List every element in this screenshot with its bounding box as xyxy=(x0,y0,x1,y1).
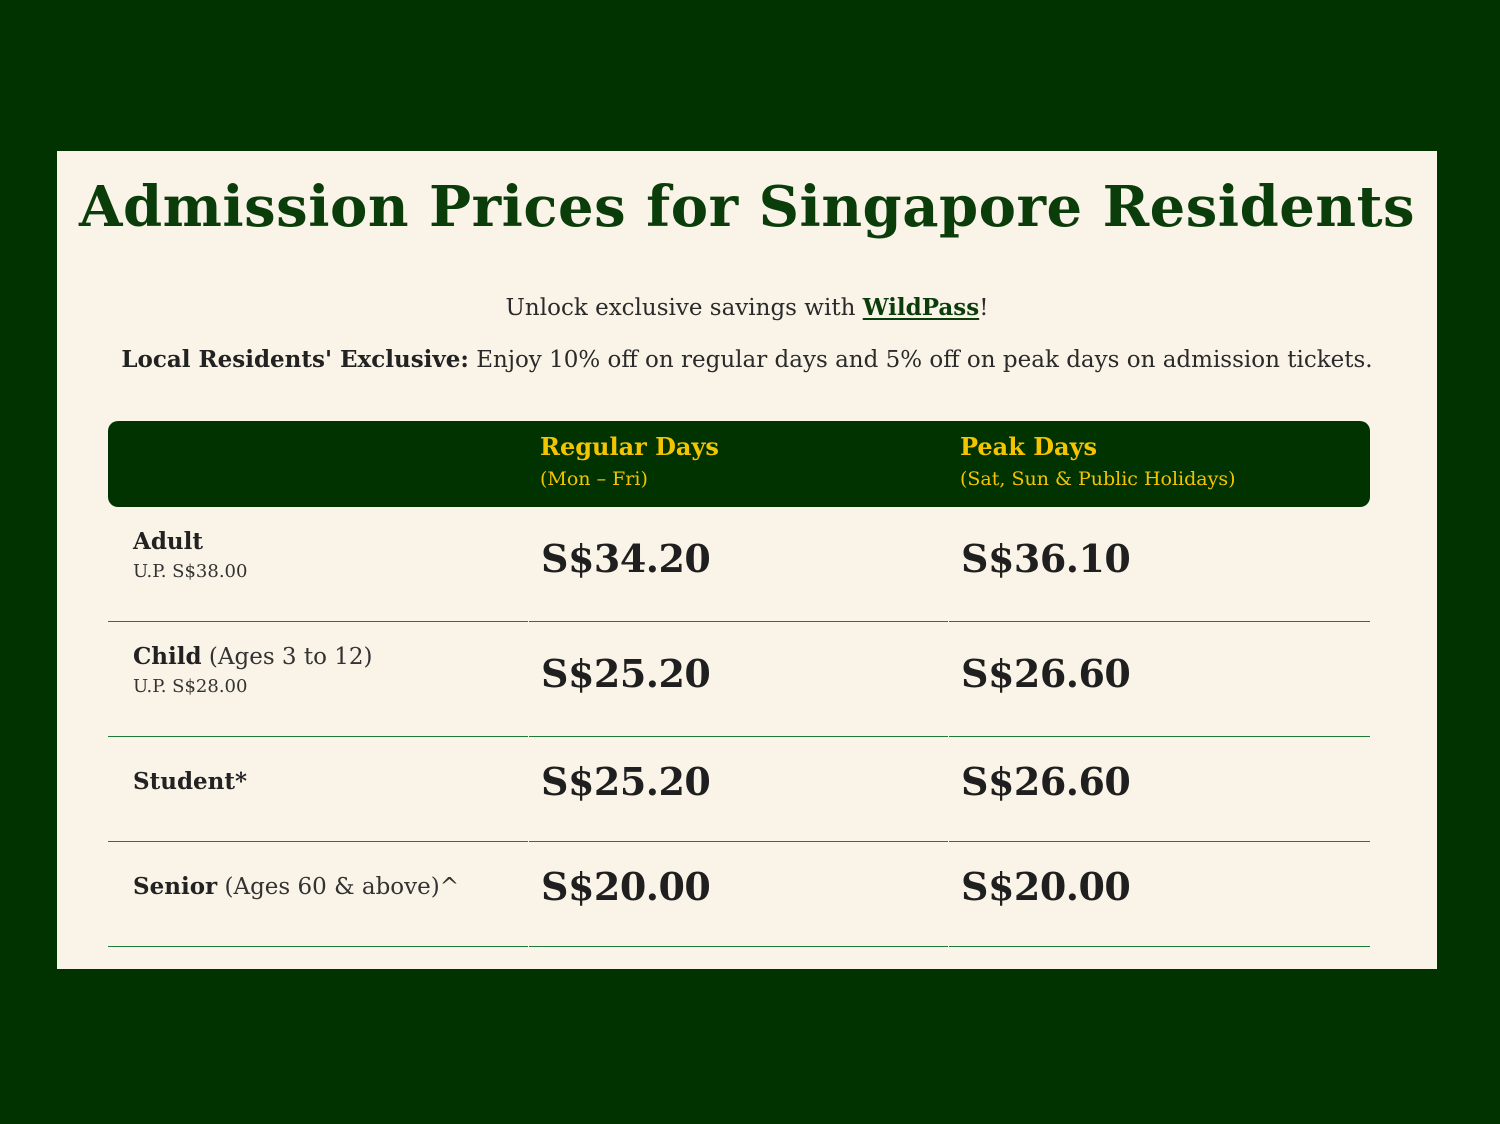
wildpass-promo-suffix: ! xyxy=(979,295,989,321)
peak-price: S$36.10 xyxy=(961,536,1131,581)
ticket-type-label: Adult U.P. S$38.00 xyxy=(133,527,247,583)
ticket-type-name: Child xyxy=(133,643,202,670)
row-divider xyxy=(529,840,948,842)
usual-price: U.P. S$38.00 xyxy=(133,561,248,582)
ticket-type-qualifier: (Ages 60 & above)^ xyxy=(217,874,460,900)
row-divider xyxy=(108,620,528,622)
regular-price: S$34.20 xyxy=(541,536,711,581)
row-divider xyxy=(949,840,1370,842)
peak-price: S$20.00 xyxy=(961,864,1131,909)
wildpass-promo: Unlock exclusive savings with WildPass! xyxy=(57,293,1437,323)
ticket-type-name: Student* xyxy=(133,768,248,795)
row-divider xyxy=(108,945,528,947)
regular-days-title: Regular Days xyxy=(540,432,719,461)
ticket-type-label: Child (Ages 3 to 12) U.P. S$28.00 xyxy=(133,642,373,698)
row-divider xyxy=(108,840,528,842)
price-table-header: Regular Days (Mon – Fri) Peak Days (Sat,… xyxy=(108,421,1370,507)
regular-price: S$25.20 xyxy=(541,651,711,696)
row-divider xyxy=(949,945,1370,947)
price-row-senior: Senior (Ages 60 & above)^ S$20.00 S$20.0… xyxy=(108,842,1370,947)
ticket-type-name: Senior xyxy=(133,873,218,900)
row-divider xyxy=(529,735,948,737)
residents-exclusive-note: Local Residents' Exclusive: Enjoy 10% of… xyxy=(57,345,1437,375)
regular-days-subtitle: (Mon – Fri) xyxy=(540,468,648,490)
ticket-type-qualifier: (Ages 3 to 12) xyxy=(201,644,373,670)
ticket-type-label: Senior (Ages 60 & above)^ xyxy=(133,872,459,902)
residents-exclusive-label: Local Residents' Exclusive: xyxy=(121,346,469,373)
peak-days-header: Peak Days (Sat, Sun & Public Holidays) xyxy=(960,433,1236,491)
usual-price: U.P. S$28.00 xyxy=(133,676,248,697)
row-divider xyxy=(529,620,948,622)
price-row-student: Student* S$25.20 S$26.60 xyxy=(108,737,1370,842)
regular-price: S$20.00 xyxy=(541,864,711,909)
peak-price: S$26.60 xyxy=(961,759,1131,804)
price-row-adult: Adult U.P. S$38.00 S$34.20 S$36.10 xyxy=(108,507,1370,622)
row-divider xyxy=(949,620,1370,622)
residents-exclusive-text: Enjoy 10% off on regular days and 5% off… xyxy=(468,347,1373,373)
regular-days-header: Regular Days (Mon – Fri) xyxy=(540,433,719,491)
wildpass-link[interactable]: WildPass xyxy=(862,294,980,321)
ticket-type-label: Student* xyxy=(133,767,247,797)
row-divider xyxy=(949,735,1370,737)
admission-card: Admission Prices for Singapore Residents… xyxy=(57,151,1437,969)
wildpass-promo-prefix: Unlock exclusive savings with xyxy=(505,295,863,321)
ticket-type-name: Adult xyxy=(133,528,204,555)
peak-price: S$26.60 xyxy=(961,651,1131,696)
row-divider xyxy=(108,735,528,737)
row-divider xyxy=(529,945,948,947)
regular-price: S$25.20 xyxy=(541,759,711,804)
price-row-child: Child (Ages 3 to 12) U.P. S$28.00 S$25.2… xyxy=(108,622,1370,737)
peak-days-title: Peak Days xyxy=(960,432,1098,461)
peak-days-subtitle: (Sat, Sun & Public Holidays) xyxy=(960,468,1236,490)
page-title: Admission Prices for Singapore Residents xyxy=(79,174,1415,240)
